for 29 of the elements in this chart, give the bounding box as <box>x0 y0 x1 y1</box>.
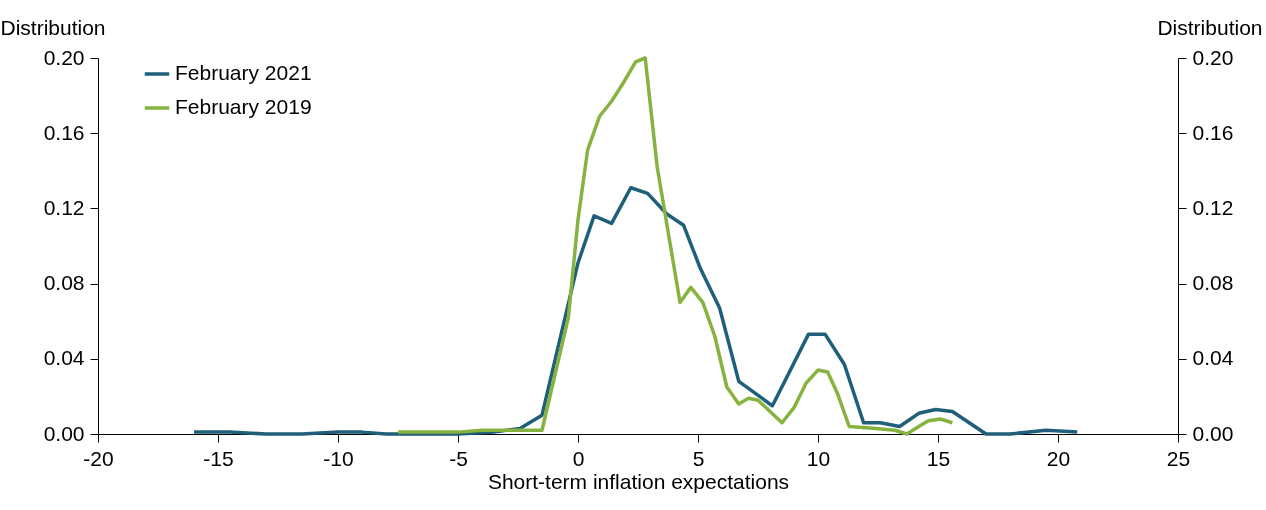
legend-label: February 2019 <box>175 95 312 118</box>
y2-tick-label: 0.00 <box>1192 421 1234 445</box>
y2-tick-label: 0.20 <box>1192 45 1234 69</box>
line-series <box>396 56 955 436</box>
x-tick-label: 15 <box>926 446 951 470</box>
y-tick-label: 0.20 <box>43 45 85 69</box>
y2-tick-label: 0.08 <box>1192 271 1234 295</box>
line-series <box>192 185 1079 436</box>
y-tick-label: 0.00 <box>43 421 85 445</box>
x-axis-title: Short-term inflation expectations <box>487 469 790 493</box>
y2-axis-title: Distribution <box>1157 15 1263 39</box>
legend-label: February 2021 <box>175 61 312 84</box>
x-tick-label: 10 <box>806 446 831 470</box>
x-tick-label: 20 <box>1046 446 1071 470</box>
y-tick-label: 0.04 <box>43 346 85 370</box>
y-tick-label: 0.08 <box>43 271 85 295</box>
x-tick-label: -15 <box>203 446 234 470</box>
y-tick-label: 0.16 <box>43 120 85 144</box>
y-tick-label: 0.12 <box>43 195 85 219</box>
x-tick-label: 25 <box>1166 446 1191 470</box>
y-axis-title: Distribution <box>0 15 106 39</box>
y2-tick-label: 0.16 <box>1192 120 1234 144</box>
x-tick-label: 5 <box>692 446 705 470</box>
x-tick-label: -20 <box>83 446 114 470</box>
x-tick-label: -5 <box>449 446 468 470</box>
x-tick-label: 0 <box>572 446 585 470</box>
x-tick-label: -10 <box>323 446 354 470</box>
y2-tick-label: 0.04 <box>1192 346 1234 370</box>
y2-tick-label: 0.12 <box>1192 195 1234 219</box>
